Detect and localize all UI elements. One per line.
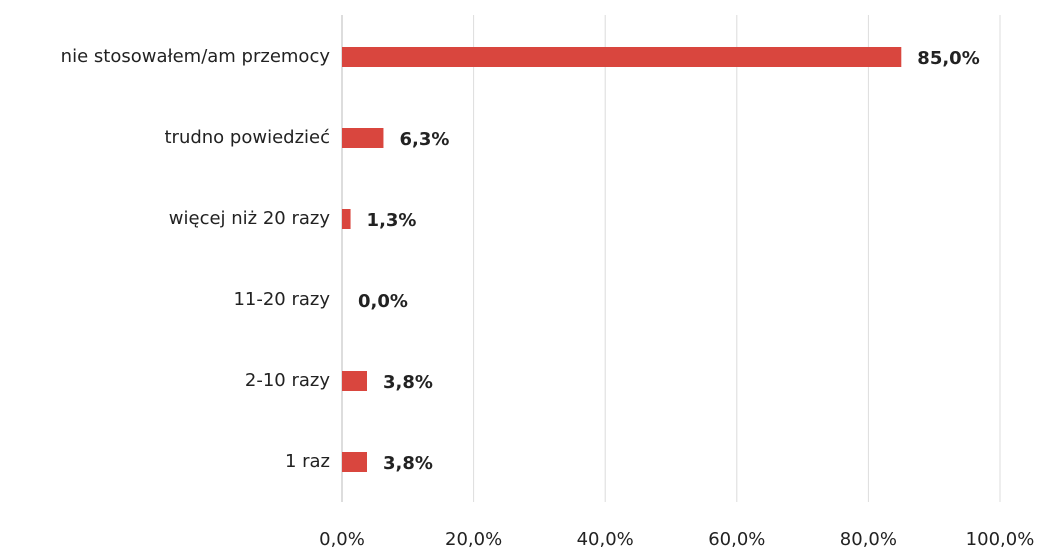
value-label: 85,0% [917, 48, 979, 69]
x-tick-label: 40,0% [577, 529, 634, 550]
x-tick-label: 0,0% [319, 529, 365, 550]
bar [342, 209, 351, 229]
y-tick-label: nie stosowałem/am przemocy [61, 46, 331, 67]
bar [342, 128, 384, 148]
bar [342, 371, 368, 391]
y-tick-label: 11-20 razy [233, 289, 330, 310]
x-tick-label: 20,0% [445, 529, 502, 550]
value-label: 6,3% [399, 129, 449, 150]
y-tick-label: 1 raz [285, 451, 330, 472]
bar [342, 47, 902, 67]
y-tick-label: więcej niż 20 razy [169, 208, 331, 229]
x-tick-label: 100,0% [966, 529, 1035, 550]
value-label: 3,8% [383, 453, 433, 474]
y-tick-label: trudno powiedzieć [164, 127, 330, 148]
value-label: 1,3% [367, 210, 417, 231]
bar [342, 452, 368, 472]
y-tick-label: 2-10 razy [245, 370, 330, 391]
value-label: 3,8% [383, 372, 433, 393]
x-tick-label: 60,0% [708, 529, 765, 550]
value-label: 0,0% [358, 291, 408, 312]
x-tick-label: 80,0% [840, 529, 897, 550]
